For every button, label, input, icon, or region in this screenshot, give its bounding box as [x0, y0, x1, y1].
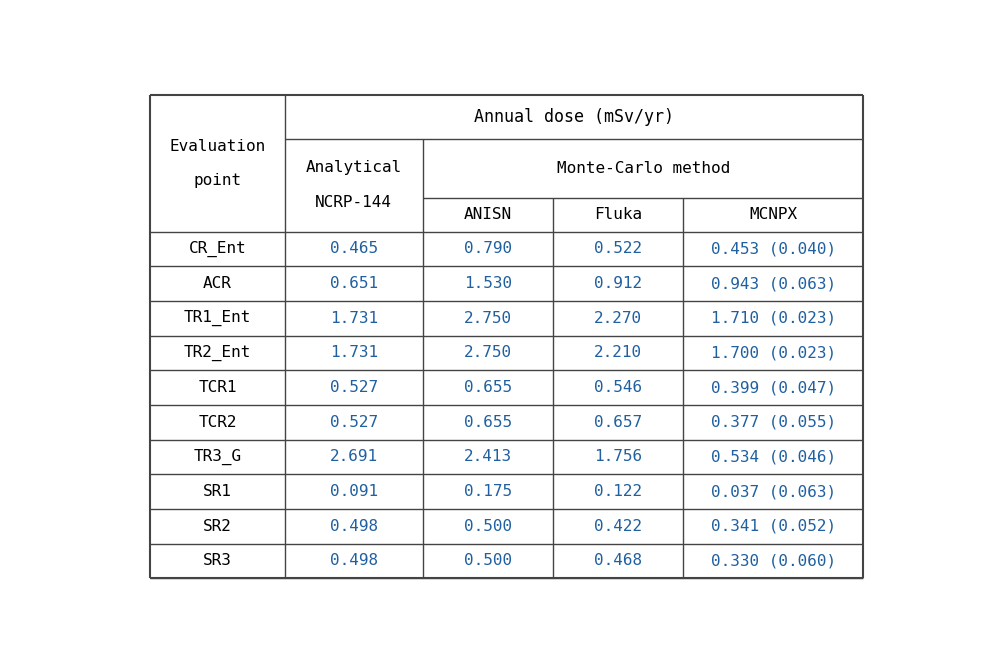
Text: 0.330 (0.060): 0.330 (0.060) — [710, 554, 836, 568]
Text: 0.498: 0.498 — [329, 554, 378, 568]
Text: 1.700 (0.023): 1.700 (0.023) — [710, 346, 836, 360]
Text: 0.500: 0.500 — [464, 519, 512, 534]
Text: 2.210: 2.210 — [594, 346, 642, 360]
Text: 2.691: 2.691 — [329, 450, 378, 464]
Text: ACR: ACR — [203, 276, 232, 291]
Text: SR2: SR2 — [203, 519, 232, 534]
Text: 0.655: 0.655 — [464, 380, 512, 395]
Text: 2.750: 2.750 — [464, 311, 512, 325]
Text: SR1: SR1 — [203, 484, 232, 499]
Text: TCR1: TCR1 — [198, 380, 236, 395]
Text: TR1_Ent: TR1_Ent — [184, 310, 251, 326]
Text: MCNPX: MCNPX — [749, 207, 797, 222]
Text: Evaluation

point: Evaluation point — [169, 139, 266, 188]
Text: 0.943 (0.063): 0.943 (0.063) — [710, 276, 836, 291]
Text: 0.453 (0.040): 0.453 (0.040) — [710, 241, 836, 256]
Text: 0.912: 0.912 — [594, 276, 642, 291]
Text: 0.522: 0.522 — [594, 241, 642, 256]
Text: 0.175: 0.175 — [464, 484, 512, 499]
Text: 1.710 (0.023): 1.710 (0.023) — [710, 311, 836, 325]
Text: 1.756: 1.756 — [594, 450, 642, 464]
Text: 1.530: 1.530 — [464, 276, 512, 291]
Text: TR3_G: TR3_G — [194, 449, 241, 465]
Text: 0.527: 0.527 — [329, 380, 378, 395]
Text: TR2_Ent: TR2_Ent — [184, 345, 251, 361]
Text: 1.731: 1.731 — [329, 346, 378, 360]
Text: 0.399 (0.047): 0.399 (0.047) — [710, 380, 836, 395]
Text: CR_Ent: CR_Ent — [189, 241, 246, 257]
Text: 0.465: 0.465 — [329, 241, 378, 256]
Text: TCR2: TCR2 — [198, 415, 236, 430]
Text: 0.651: 0.651 — [329, 276, 378, 291]
Text: 0.527: 0.527 — [329, 415, 378, 430]
Text: 0.377 (0.055): 0.377 (0.055) — [710, 415, 836, 430]
Text: 0.655: 0.655 — [464, 415, 512, 430]
Text: SR3: SR3 — [203, 554, 232, 568]
Text: 0.790: 0.790 — [464, 241, 512, 256]
Text: Fluka: Fluka — [594, 207, 642, 222]
Text: Annual dose (mSv/yr): Annual dose (mSv/yr) — [474, 108, 674, 126]
Text: 2.413: 2.413 — [464, 450, 512, 464]
Text: 2.750: 2.750 — [464, 346, 512, 360]
Text: 0.500: 0.500 — [464, 554, 512, 568]
Text: 0.468: 0.468 — [594, 554, 642, 568]
Text: 0.534 (0.046): 0.534 (0.046) — [710, 450, 836, 464]
Text: 0.122: 0.122 — [594, 484, 642, 499]
Text: ANISN: ANISN — [464, 207, 512, 222]
Text: 1.731: 1.731 — [329, 311, 378, 325]
Text: Monte-Carlo method: Monte-Carlo method — [557, 161, 730, 176]
Text: 0.091: 0.091 — [329, 484, 378, 499]
Text: 0.546: 0.546 — [594, 380, 642, 395]
Text: 0.341 (0.052): 0.341 (0.052) — [710, 519, 836, 534]
Text: Analytical

NCRP-144: Analytical NCRP-144 — [306, 161, 402, 210]
Text: 0.498: 0.498 — [329, 519, 378, 534]
Text: 0.037 (0.063): 0.037 (0.063) — [710, 484, 836, 499]
Text: 2.270: 2.270 — [594, 311, 642, 325]
Text: 0.422: 0.422 — [594, 519, 642, 534]
Text: 0.657: 0.657 — [594, 415, 642, 430]
